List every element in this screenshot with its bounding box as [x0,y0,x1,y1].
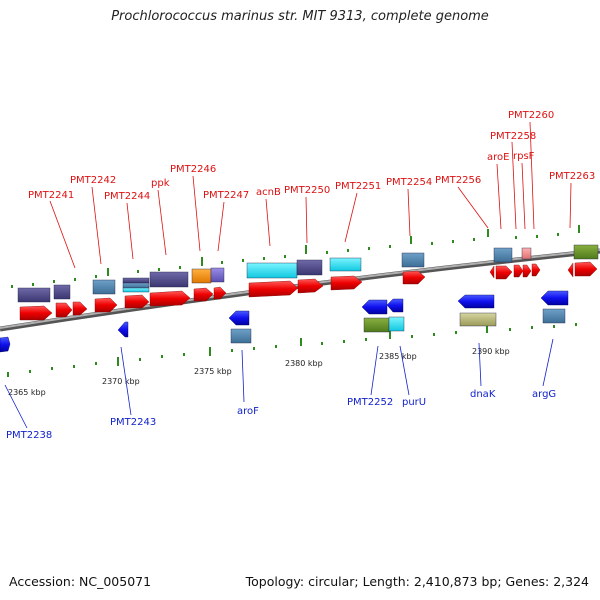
cog-box [459,312,497,327]
gene-arrow[interactable] [248,280,299,298]
gene-arrow[interactable] [297,278,324,294]
gene-label[interactable]: PMT2250 [284,185,330,196]
gene-label[interactable]: PMT2260 [508,110,554,121]
cog-box [542,308,566,324]
cog-box [329,257,362,272]
gene-label[interactable]: purU [402,397,426,408]
gene-arrow[interactable] [574,261,598,277]
gene-arrow[interactable] [117,321,129,338]
gene-arrow[interactable] [72,301,88,316]
gene-label[interactable]: rpsF [513,151,535,162]
cog-box [401,252,425,268]
forward-labels: PMT2241 PMT2242 PMT2244 ppk PMT2246 PMT2… [28,110,595,202]
gene-label[interactable]: PMT2254 [386,177,432,188]
gene-label[interactable]: PMT2241 [28,190,74,201]
cog-box [230,328,252,344]
scale-label: 2385 kbp [379,352,417,361]
gene-arrow[interactable] [330,275,363,291]
gene-arrow[interactable] [361,299,388,315]
gene-arrow[interactable] [489,265,495,279]
scale-label: 2365 kbp [8,388,46,397]
scale-label: 2375 kbp [194,367,232,376]
gene-label[interactable]: PMT2263 [549,171,595,182]
cog-box [521,247,532,260]
cog-box [363,317,390,333]
gene-label[interactable]: aroF [237,406,259,417]
outer-ticks [11,225,580,288]
cog-box [246,262,298,279]
gene-label[interactable]: PMT2244 [104,191,150,202]
scale-label: 2380 kbp [285,359,323,368]
reverse-gene-arrows [0,290,569,353]
gene-arrow[interactable] [94,297,118,313]
gene-label[interactable]: PMT2252 [347,397,393,408]
cog-box [17,287,51,303]
gene-arrow[interactable] [540,290,569,306]
forward-gene-arrows [19,261,598,321]
gene-arrow[interactable] [55,302,73,318]
gene-arrow[interactable] [124,294,150,309]
scale-labels: 2365 kbp 2370 kbp 2375 kbp 2380 kbp 2385… [8,347,510,397]
gene-arrow[interactable] [149,290,191,307]
gene-label[interactable]: ppk [151,178,170,189]
gene-arrow[interactable] [495,265,513,280]
gene-label[interactable]: PMT2256 [435,175,481,186]
gene-label[interactable]: dnaK [470,389,496,400]
accession-label: Accession: NC_005071 [9,574,152,589]
gene-label[interactable]: acnB [256,187,281,198]
gene-arrow[interactable] [193,287,214,302]
gene-label[interactable]: PMT2242 [70,175,116,186]
reverse-cog-boxes [230,308,566,344]
inner-ticks [7,323,577,377]
cog-box [210,267,225,283]
cog-box [388,316,405,332]
gene-arrow[interactable] [228,310,250,326]
gene-arrow[interactable] [513,264,524,278]
gene-label[interactable]: PMT2238 [6,430,52,441]
gene-arrow[interactable] [457,294,495,309]
scale-label: 2390 kbp [472,347,510,356]
scale-label: 2370 kbp [102,377,140,386]
cog-box [149,271,189,288]
gene-arrow[interactable] [386,298,404,313]
cog-box [573,244,599,260]
reverse-labels: PMT2238 PMT2243 aroF PMT2252 purU dnaK a… [6,389,556,441]
cog-box [493,247,513,263]
cog-box [92,279,116,295]
gene-arrow[interactable] [402,270,426,285]
gene-arrow[interactable] [213,286,227,300]
gene-label[interactable]: PMT2246 [170,164,216,175]
cog-box [53,284,71,300]
gene-label[interactable]: argG [532,389,556,400]
gene-label[interactable]: PMT2258 [490,131,536,142]
cog-box [122,277,150,284]
cog-box [122,282,150,289]
gene-arrow[interactable] [0,336,11,353]
cog-box [191,268,212,284]
forward-cog-boxes [17,244,599,303]
gene-arrow[interactable] [522,264,532,278]
topology-label: Topology: circular; Length: 2,410,873 bp… [245,574,589,589]
gene-label[interactable]: PMT2247 [203,190,249,201]
gene-arrow[interactable] [567,262,574,278]
forward-leaders [49,121,572,269]
gene-arrow[interactable] [19,305,53,321]
cog-box [296,259,323,276]
gene-label[interactable]: aroE [487,152,509,163]
gene-label[interactable]: PMT2243 [110,417,156,428]
gene-arrow[interactable] [531,263,541,277]
cog-box [122,287,150,293]
gene-label[interactable]: PMT2251 [335,181,381,192]
reverse-leaders [4,338,554,429]
page-title: Prochlorococcus marinus str. MIT 9313, c… [111,9,489,24]
